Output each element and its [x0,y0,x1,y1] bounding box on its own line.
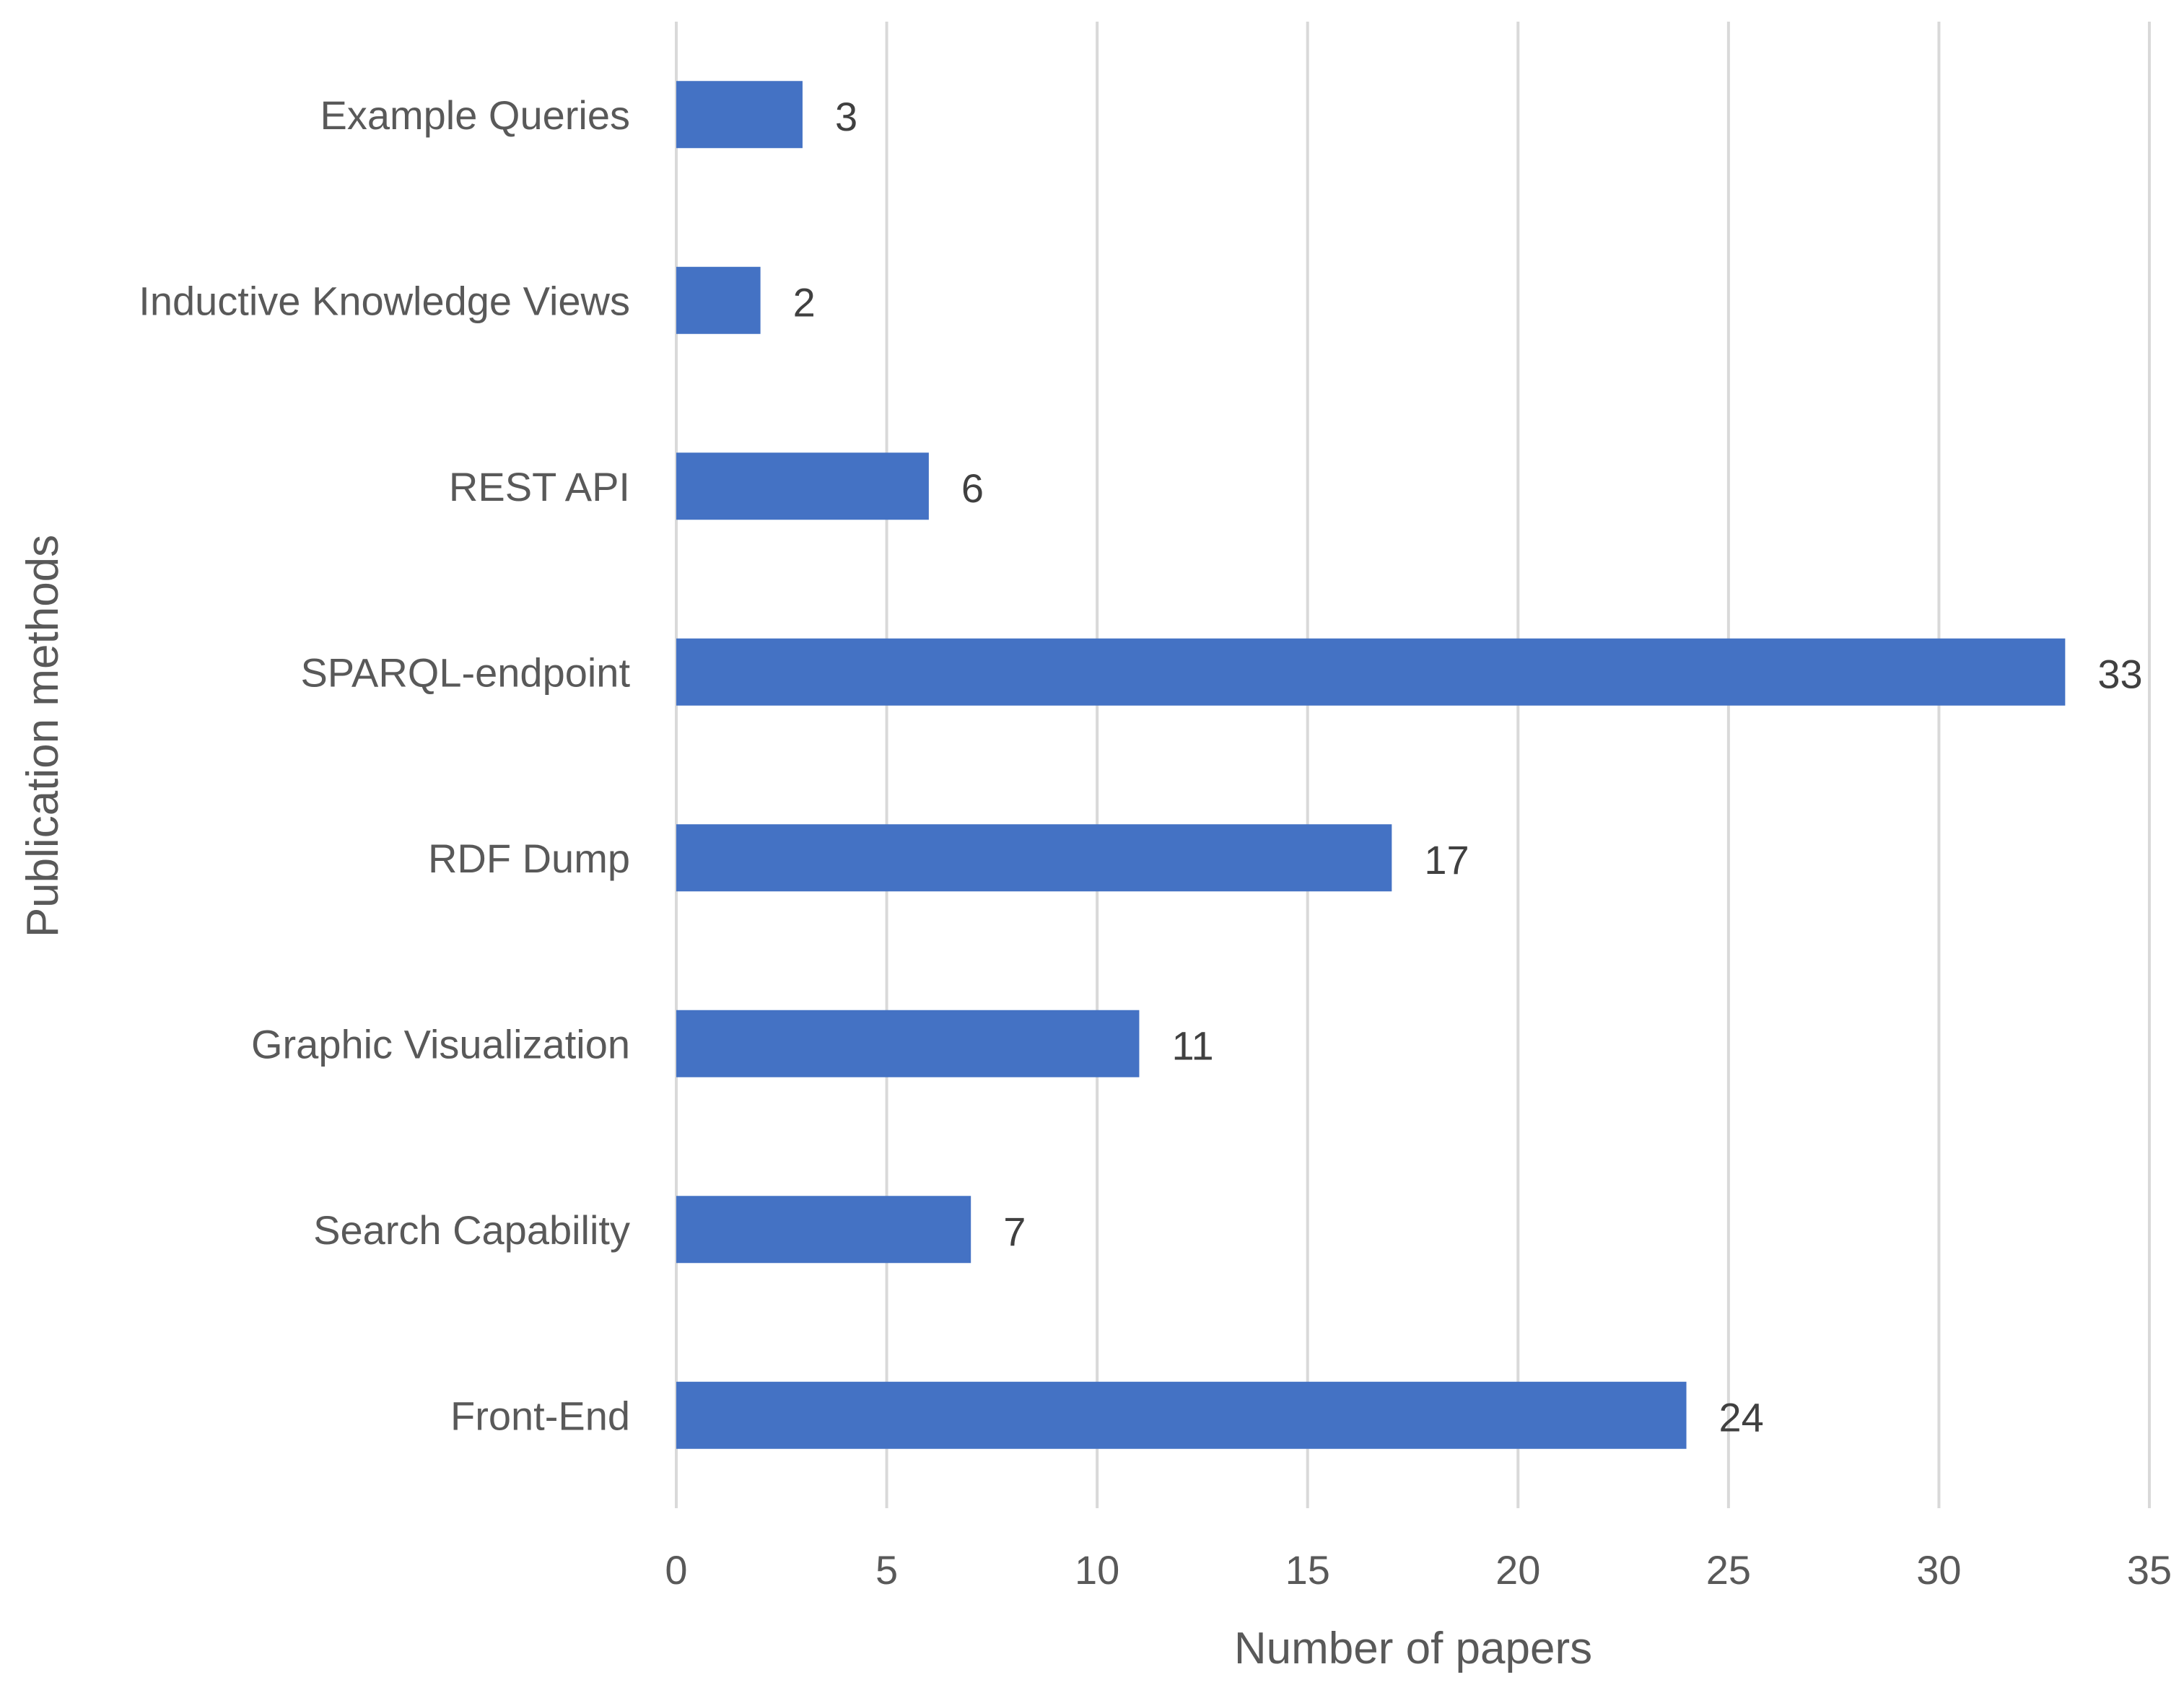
bar [676,1010,1140,1077]
x-tick-label: 0 [665,1547,687,1593]
x-tick-label: 5 [875,1547,898,1593]
bar [676,81,803,149]
bar [676,452,929,520]
category-label: Example Queries [320,92,630,138]
data-label: 6 [961,465,984,511]
x-tick-label: 25 [1706,1547,1751,1593]
category-label: Inductive Knowledge Views [139,278,630,323]
x-tick-label: 15 [1285,1547,1330,1593]
data-label: 7 [1003,1209,1026,1254]
x-axis-title: Number of papers [1234,1624,1592,1673]
bar [676,638,2066,706]
category-label: Front-End [450,1393,630,1438]
data-label: 11 [1171,1023,1213,1068]
x-tick-label: 35 [2127,1547,2172,1593]
x-tick-label: 30 [1916,1547,1961,1593]
data-label: 17 [1424,837,1469,883]
category-label: REST API [449,464,630,509]
data-label: 2 [793,279,816,325]
category-label: Search Capability [313,1207,630,1253]
gridlines [675,22,2151,1508]
x-tick-label: 20 [1495,1547,1540,1593]
bar [676,1196,971,1264]
data-label: 24 [1719,1394,1764,1440]
labels: 0 5 10 15 20 25 30 35 Example Queries 3 Inductive … [139,92,2172,1593]
category-label: RDF Dump [428,836,630,881]
category-label: SPARQL-endpoint [300,649,630,695]
category-label: Graphic Visualization [251,1021,630,1067]
data-label: 3 [835,94,857,139]
data-label: 33 [2097,651,2142,696]
x-tick-label: 10 [1075,1547,1119,1593]
bars [676,81,2066,1449]
bar [676,1381,1687,1449]
bar [676,824,1392,892]
bar [676,266,761,334]
y-axis-title: Publication methods [18,535,68,937]
